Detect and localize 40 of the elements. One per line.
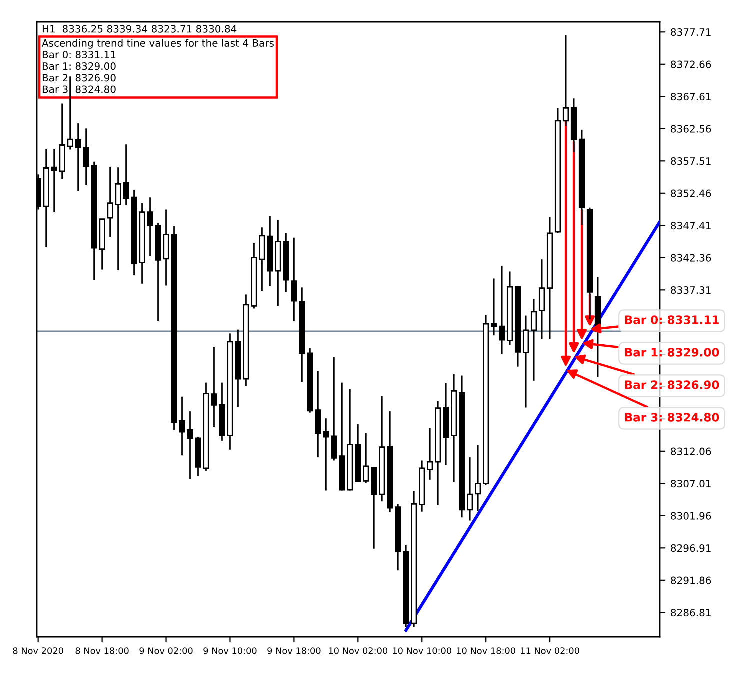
candlestick [490, 278, 498, 336]
x-tick-label: 10 Nov 02:00 [329, 648, 388, 654]
y-tick-label: 8301.96 [671, 512, 712, 520]
x-tick-label: 10 Nov 18:00 [457, 648, 516, 654]
x-tick-label: 9 Nov 10:00 [204, 648, 257, 654]
candlestick [498, 265, 506, 355]
candlestick [475, 444, 482, 512]
annotation: Ascending trend tine values for the last 4 Bars [42, 39, 274, 49]
y-tick-label: 8367.61 [671, 93, 711, 101]
annotation: Bar 0: 8331.11 [42, 50, 116, 59]
annotation: Bar 0: 8331.11 [625, 316, 719, 324]
x-tick-label: 10 Nov 10:00 [393, 648, 452, 654]
y-tick-label: 8372.66 [671, 60, 712, 68]
candlestick [538, 258, 546, 340]
y-tick-label: 8347.41 [671, 222, 711, 230]
chart-title: H1 8336.25 8339.34 8323.71 8330.84 [42, 25, 237, 33]
annotation: Bar 2: 8326.90 [625, 380, 720, 390]
y-tick-label: 8342.36 [671, 254, 712, 262]
y-tick-label: 8312.06 [671, 448, 712, 456]
annotation: Bar 3: 8324.80 [625, 413, 720, 422]
annotation: Bar 1: 8329.00 [625, 348, 720, 357]
y-tick-label: 8352.46 [671, 190, 712, 198]
annotation: Bar 1: 8329.00 [42, 62, 116, 70]
x-tick-label: 8 Nov 18:00 [76, 648, 129, 654]
x-tick-label: 9 Nov 18:00 [268, 648, 321, 654]
y-tick-label: 8286.81 [671, 609, 711, 617]
y-tick-label: 8296.91 [671, 544, 711, 552]
y-tick-label: 8337.31 [671, 286, 711, 294]
x-tick-label: 9 Nov 02:00 [140, 648, 193, 654]
x-tick-label: 11 Nov 02:00 [521, 648, 580, 654]
candlestick [427, 427, 434, 481]
y-tick-label: 8357.51 [671, 158, 711, 166]
y-tick-label: 8307.01 [671, 480, 711, 488]
candlestick [522, 315, 530, 408]
y-tick-label: 8362.56 [671, 125, 712, 133]
y-tick-label: 8377.71 [671, 28, 711, 36]
candlestick [467, 456, 474, 522]
y-tick-label: 8291.86 [671, 576, 712, 584]
x-tick-label: 8 Nov 2020 [13, 648, 64, 654]
candlestick [530, 298, 538, 382]
